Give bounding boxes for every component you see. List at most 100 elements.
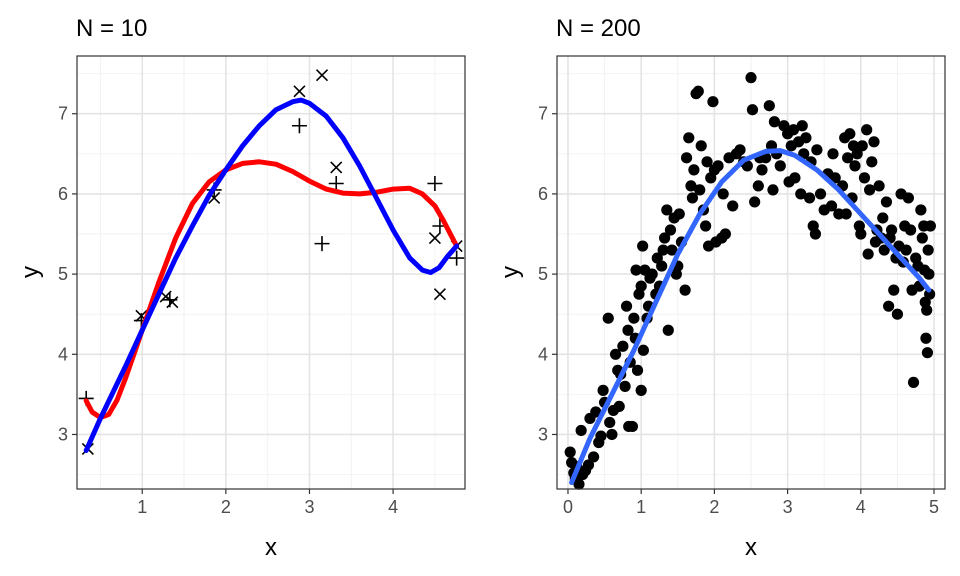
data-point	[588, 451, 600, 463]
data-marks	[564, 72, 936, 490]
axis-ticks: 1 2 3 4 3 4 5 6 7	[58, 104, 398, 517]
data-point	[686, 192, 699, 204]
data-point	[595, 430, 607, 442]
panel-title: N = 200	[556, 15, 641, 42]
x-tick-label: 4	[856, 497, 866, 517]
plot-border	[76, 55, 466, 490]
fit-curve	[83, 159, 460, 421]
data-point	[923, 268, 935, 280]
y-axis-label: y	[497, 266, 524, 278]
y-tick-label: 4	[538, 344, 548, 364]
data-point	[763, 100, 775, 112]
data-point	[664, 224, 677, 236]
data-point	[700, 220, 712, 232]
data-point	[851, 148, 863, 160]
data-point	[609, 348, 622, 360]
data-point	[825, 200, 838, 212]
cross-point	[315, 69, 329, 82]
data-point	[862, 248, 874, 260]
data-point	[842, 152, 854, 164]
x-tick-label: 1	[137, 497, 147, 517]
data-point	[920, 332, 932, 344]
data-point	[749, 196, 761, 208]
data-point	[637, 240, 649, 252]
data-point	[692, 85, 704, 97]
plus-point	[427, 175, 443, 191]
x-tick-label: 2	[221, 497, 231, 517]
data-point	[814, 188, 827, 200]
data-point	[863, 184, 876, 196]
data-point	[620, 300, 633, 312]
data-point	[840, 208, 852, 220]
data-point	[861, 124, 873, 136]
x-tick-label: 3	[304, 497, 314, 517]
data-point	[878, 244, 890, 256]
data-point	[907, 376, 920, 388]
data-point	[679, 284, 691, 296]
data-point	[811, 144, 823, 156]
data-point	[789, 172, 801, 184]
panel-n200: N = 200 0 1 2 3 4 5 3 4 5 6 7 x y	[497, 15, 946, 561]
data-point	[635, 280, 647, 292]
data-point	[734, 144, 746, 156]
panel-title: N = 10	[76, 15, 147, 42]
data-point	[844, 128, 856, 140]
y-axis-label: y	[17, 266, 44, 278]
y-tick-label: 6	[538, 184, 548, 204]
y-tick-label: 5	[58, 264, 68, 284]
data-point	[880, 196, 893, 208]
data-point	[921, 304, 933, 316]
data-point	[683, 132, 695, 144]
plus-point	[314, 236, 330, 252]
x-tick-label: 0	[563, 497, 573, 517]
data-point	[573, 478, 585, 490]
data-point	[855, 228, 867, 240]
data-point	[741, 160, 753, 172]
data-point	[904, 224, 917, 236]
plot-background	[77, 56, 465, 489]
data-point	[856, 140, 868, 152]
data-point	[657, 244, 669, 256]
plus-point	[449, 250, 465, 266]
data-point	[564, 446, 576, 458]
data-point	[656, 260, 668, 272]
data-point	[712, 160, 724, 172]
data-point	[921, 347, 934, 359]
plus-point	[328, 175, 344, 191]
y-tick-label: 7	[58, 104, 68, 124]
cross-point	[330, 161, 343, 174]
fit-curve	[83, 97, 460, 453]
data-point	[622, 324, 634, 336]
data-point	[590, 406, 602, 418]
data-point	[877, 212, 889, 224]
data-point	[873, 180, 885, 192]
data-point	[916, 232, 928, 244]
data-point	[803, 192, 816, 204]
x-tick-label: 3	[783, 497, 793, 517]
data-point	[768, 116, 781, 128]
axis-ticks: 0 1 2 3 4 5 3 4 5 6 7	[538, 104, 939, 517]
data-point	[604, 416, 616, 429]
data-point	[619, 380, 631, 392]
x-tick-label: 1	[636, 497, 646, 517]
data-point	[582, 459, 595, 471]
data-point	[787, 124, 800, 136]
data-point	[888, 284, 900, 296]
data-point	[606, 428, 618, 441]
y-tick-label: 3	[58, 424, 68, 444]
data-point	[626, 420, 639, 433]
data-point	[727, 200, 739, 212]
data-point	[883, 300, 895, 312]
cross-point	[433, 288, 446, 301]
data-point	[666, 244, 678, 256]
data-point	[717, 188, 729, 200]
data-point	[688, 164, 700, 176]
y-tick-label: 4	[58, 344, 68, 364]
data-point	[707, 96, 719, 108]
plot-border	[556, 55, 946, 490]
data-point	[628, 312, 640, 324]
data-marks	[78, 69, 465, 455]
data-point	[752, 180, 764, 192]
data-point	[701, 156, 713, 168]
